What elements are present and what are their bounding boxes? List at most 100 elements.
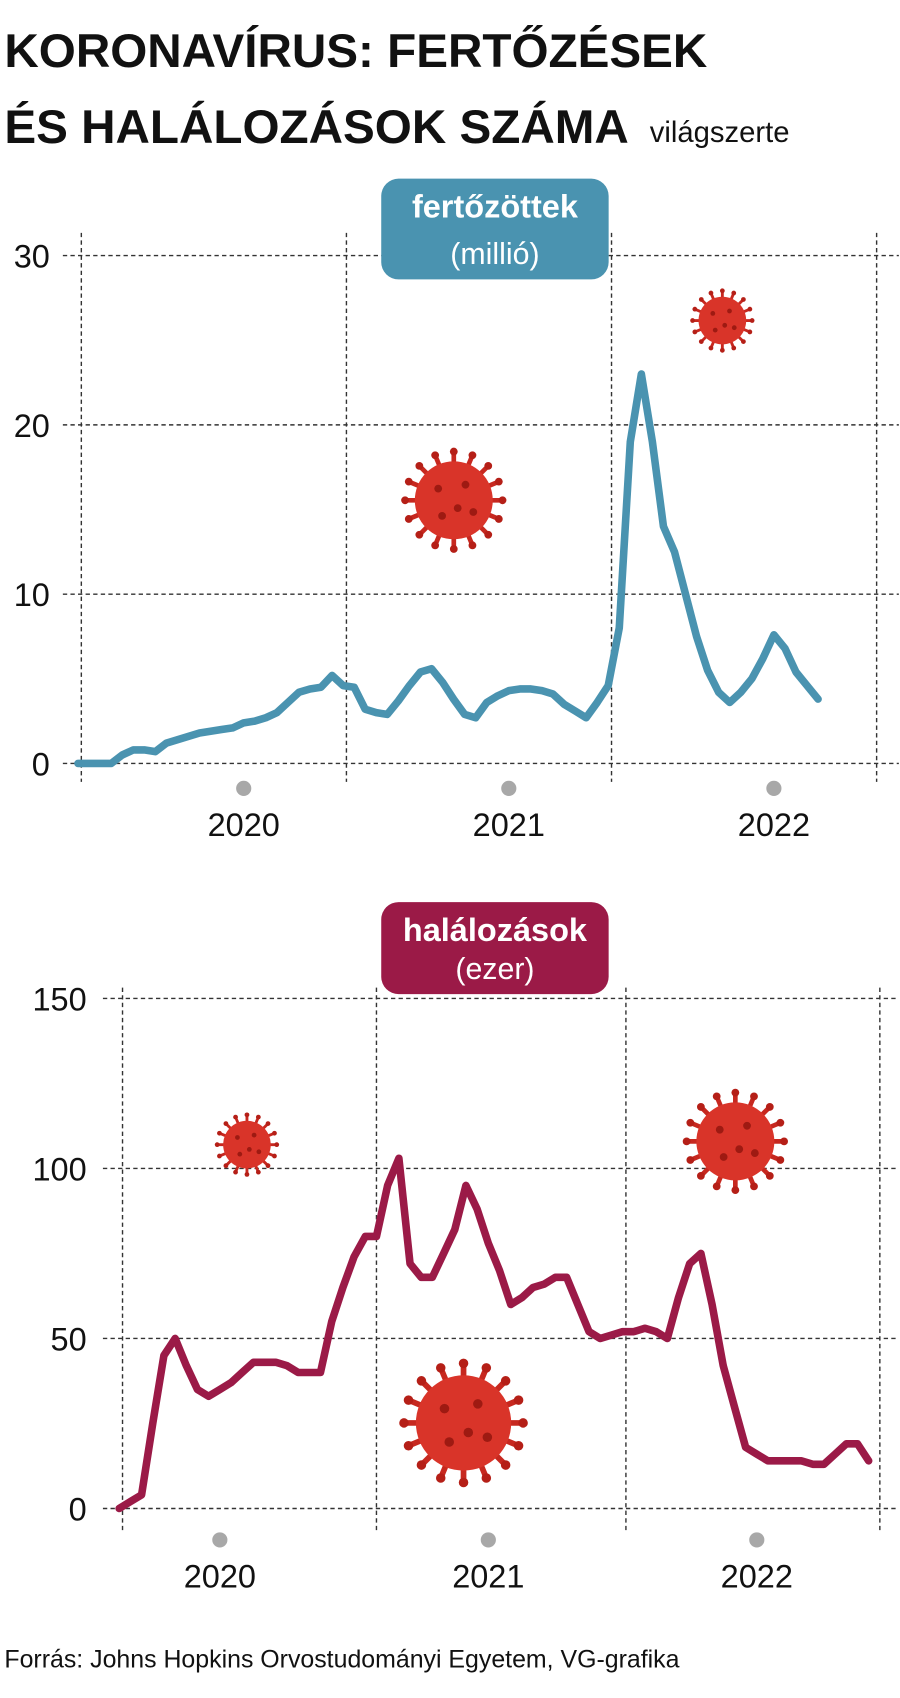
virus-tip (765, 1103, 774, 1111)
virus-dot (715, 1125, 724, 1134)
y-tick-label: 0 (32, 746, 50, 782)
virus-tip (214, 1142, 220, 1148)
virus-dot (463, 1427, 474, 1438)
virus-dot (473, 1399, 483, 1409)
virus-tip (484, 461, 493, 470)
y-tick-label: 10 (14, 577, 50, 613)
y-tick-label: 50 (51, 1321, 87, 1357)
virus-tip (731, 1088, 740, 1097)
virus-tip (399, 1418, 409, 1428)
virus-tip (500, 1376, 511, 1386)
virus-tip (223, 1121, 229, 1126)
year-dot (212, 1532, 228, 1548)
virus-tip (731, 345, 737, 351)
virus-tip (719, 347, 725, 353)
virus-tip (708, 345, 714, 351)
virus-tip (481, 1473, 492, 1483)
virus-tip (217, 1153, 222, 1159)
virus-tip (696, 1171, 705, 1180)
virus-tip (513, 1440, 524, 1451)
virus-dot (727, 308, 732, 314)
virus-tip (518, 1418, 528, 1428)
virus-tip (468, 541, 477, 550)
virus-tip (274, 1142, 280, 1148)
virus-dot (743, 1121, 751, 1130)
virus-tip (435, 1473, 446, 1483)
virus-body (223, 1120, 271, 1169)
subtitle: világszerte (650, 117, 790, 149)
virus-icon (399, 1358, 528, 1488)
virus-tip (698, 297, 704, 302)
virus-tip (255, 1114, 261, 1120)
series-title: fertőzöttek (412, 189, 579, 225)
virus-icon (682, 1088, 788, 1195)
virus-tip (780, 1137, 788, 1146)
virus-dot (710, 311, 716, 316)
series-badge (381, 902, 609, 995)
virus-dot (712, 327, 718, 333)
title: ÉS HALÁLOZÁSOK SZÁMA (4, 100, 628, 154)
virus-tip (431, 451, 440, 460)
y-tick-label: 20 (14, 408, 50, 444)
virus-tip (747, 329, 753, 335)
virus-tip (416, 1460, 427, 1470)
virus-tip (712, 1182, 721, 1191)
virus-tip (741, 339, 746, 344)
virus-tip (698, 339, 704, 344)
x-tick-label: 2021 (452, 1559, 524, 1595)
virus-dot (256, 1149, 262, 1155)
virus-tip (692, 306, 698, 312)
virus-tip (719, 288, 725, 294)
virus-tip (435, 1363, 446, 1373)
virus-tip (265, 1121, 271, 1126)
virus-tip (458, 1477, 469, 1488)
virus-dot (246, 1147, 252, 1152)
year-dot (766, 780, 782, 796)
virus-tip (272, 1153, 277, 1159)
virus-tip (403, 1395, 414, 1405)
virus-tip (500, 1460, 511, 1470)
virus-tip (403, 1440, 414, 1451)
virus-dot (719, 1153, 728, 1161)
series-title: halálozások (403, 912, 588, 948)
virus-tip (682, 1137, 691, 1146)
virus-tip (747, 306, 753, 312)
year-dot (749, 1532, 765, 1548)
virus-tip (401, 496, 409, 505)
virus-tip (255, 1169, 261, 1175)
title: KORONAVÍRUS: FERTŐZÉSEK (4, 24, 707, 78)
virus-tip (416, 1376, 427, 1386)
virus-tip (686, 1118, 695, 1127)
x-tick-label: 2020 (184, 1559, 256, 1595)
virus-dot (439, 1403, 450, 1414)
year-dot (501, 780, 517, 796)
virus-tip (494, 477, 503, 486)
virus-dot (482, 1432, 493, 1443)
virus-tip (749, 318, 755, 323)
virus-dot (461, 480, 470, 489)
virus-icon (690, 288, 755, 353)
virus-dot (735, 1145, 744, 1154)
year-dot (236, 780, 252, 796)
virus-dot (434, 484, 443, 493)
virus-tip (765, 1171, 774, 1180)
year-dot (480, 1532, 496, 1548)
data-line (74, 370, 822, 768)
virus-tip (731, 1186, 740, 1195)
virus-tip (272, 1130, 277, 1136)
x-tick-label: 2020 (208, 807, 280, 843)
virus-tip (712, 1092, 721, 1101)
virus-dot (750, 1149, 759, 1157)
x-tick-label: 2022 (738, 807, 810, 843)
x-tick-label: 2021 (473, 807, 545, 843)
virus-body (414, 461, 493, 540)
series-unit: (millió) (450, 238, 539, 271)
virus-tip (692, 329, 698, 335)
virus-tip (468, 451, 477, 460)
virus-tip (265, 1163, 271, 1169)
y-tick-label: 100 (32, 1151, 86, 1187)
virus-tip (244, 1112, 250, 1118)
virus-tip (233, 1114, 238, 1120)
